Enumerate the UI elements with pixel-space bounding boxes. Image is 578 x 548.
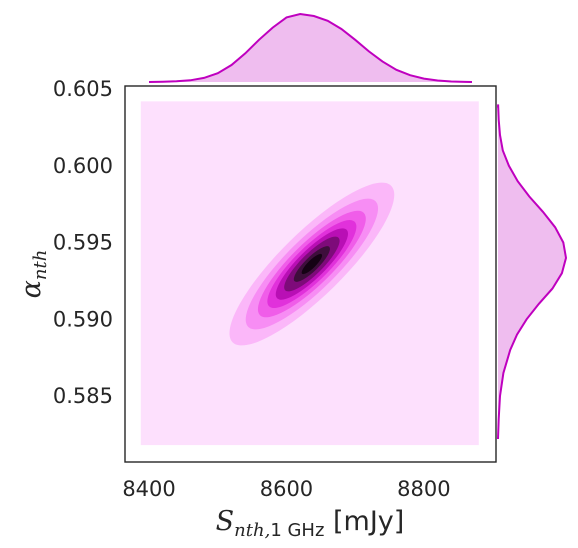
x-tick-label: 8400 [122, 477, 175, 501]
y-tick-label: 0.595 [53, 231, 113, 255]
x-axis-symbol: S [216, 506, 235, 537]
x-axis-subscript: nth, [234, 520, 270, 541]
x-axis-unit: [mJy] [324, 506, 404, 537]
y-tick-label: 0.585 [53, 384, 113, 408]
marginal-y-fill [498, 104, 566, 440]
kde-contour-peak [301, 253, 323, 275]
marginal-x-line [148, 12, 473, 83]
joint-plot-area [124, 85, 497, 463]
x-tick-labels: 8400 8600 8800 [122, 477, 450, 501]
y-axis-symbol: α [16, 280, 47, 298]
marginal-x-fill [149, 14, 472, 82]
y-tick-label: 0.590 [53, 307, 113, 331]
marginal-x-kde [148, 12, 473, 83]
x-tick-label: 8800 [397, 477, 450, 501]
marginal-y-line [497, 104, 568, 440]
kde-contours [229, 182, 395, 346]
y-axis-subscript: nth [30, 250, 51, 280]
x-axis-subscript-text: 1 GHz [270, 520, 324, 541]
marginal-y-kde [497, 104, 568, 440]
plot-frame [124, 85, 497, 463]
y-axis-label: αnth [16, 250, 51, 299]
y-tick-label: 0.605 [53, 77, 113, 101]
y-tick-labels: 0.585 0.590 0.595 0.600 0.605 [53, 77, 113, 408]
x-axis-label: Snth,1 GHz [mJy] [216, 506, 405, 541]
y-tick-label: 0.600 [53, 154, 113, 178]
x-tick-label: 8600 [260, 477, 313, 501]
